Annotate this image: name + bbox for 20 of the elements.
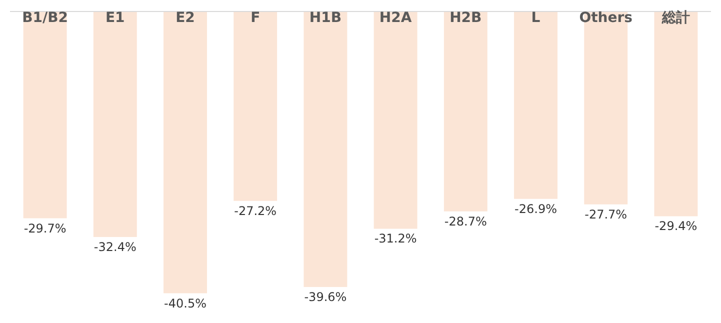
- data-label: -27.2%: [234, 204, 277, 218]
- data-label: -32.4%: [94, 240, 136, 254]
- data-label: -40.5%: [164, 296, 206, 310]
- x-tick-label: Others: [579, 10, 632, 26]
- x-tick-label: F: [250, 10, 260, 26]
- data-label: -28.7%: [444, 214, 487, 228]
- data-label: -31.2%: [374, 232, 417, 246]
- data-label: -39.6%: [304, 290, 347, 304]
- data-label: -29.4%: [654, 219, 698, 234]
- x-tick-label: H1B: [309, 10, 342, 26]
- x-tick-label: E2: [176, 10, 195, 26]
- x-tick-label: H2A: [379, 10, 412, 26]
- x-tick-label: B1/B2: [22, 10, 68, 26]
- data-label: -26.9%: [514, 202, 557, 216]
- data-label: -29.7%: [24, 221, 66, 236]
- x-tick-label: E1: [105, 10, 125, 26]
- data-label: -27.7%: [584, 207, 628, 222]
- x-tick-label: L: [531, 10, 540, 26]
- x-tick-label: H2B: [450, 10, 482, 26]
- x-tick-label: 総計: [660, 10, 690, 26]
